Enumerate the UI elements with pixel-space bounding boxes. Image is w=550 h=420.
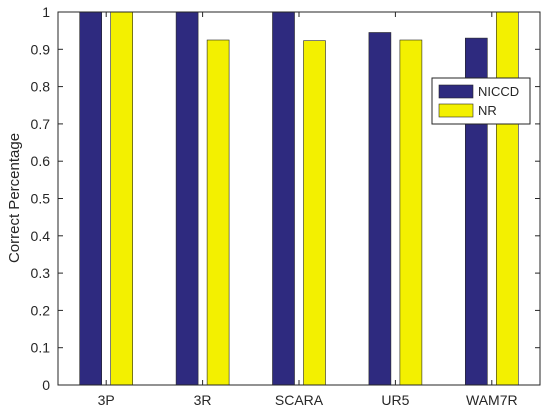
x-tick-label: 3R [194, 392, 212, 408]
legend: NICCD NR [431, 77, 531, 125]
y-tick-label: 0.2 [31, 302, 51, 318]
bar-nr-3p [110, 11, 133, 386]
y-axis-title: Correct Percentage [6, 133, 23, 263]
bar-niccd-3p [79, 11, 102, 386]
y-tick-label: 0.6 [31, 153, 51, 169]
y-tick-label: 0.7 [31, 116, 51, 132]
x-tick-label: WAM7R [466, 392, 518, 408]
y-tick-label: 0.4 [31, 228, 51, 244]
bar-niccd-3r [175, 11, 199, 386]
y-tick-label: 0.9 [31, 41, 51, 57]
bar-niccd-ur5 [368, 32, 392, 386]
x-tick-label: 3P [98, 392, 115, 408]
legend-swatch-niccd [438, 84, 474, 99]
plot-frame [57, 11, 541, 386]
bar-nr-ur5 [399, 39, 423, 386]
x-tick-label: UR5 [381, 392, 409, 408]
bar-nr-scara [303, 40, 326, 386]
x-tick-label: SCARA [275, 392, 324, 408]
legend-label-nr: NR [478, 103, 497, 118]
bar-niccd-scara [272, 11, 295, 386]
legend-label-niccd: NICCD [478, 84, 519, 99]
y-tick-label: 1 [42, 4, 50, 20]
y-tick-label: 0 [42, 377, 50, 393]
y-tick-label: 0.1 [31, 340, 51, 356]
y-tick-label: 0.3 [31, 265, 51, 281]
ticks-group: 3P 3R SCARA UR5 WAM7R 0 0.1 0.2 0.3 0.4 0.5 0.6 0.7 0… [31, 4, 540, 408]
y-tick-label: 0.8 [31, 79, 51, 95]
plot-area [58, 12, 540, 385]
legend-swatch-nr [438, 103, 474, 118]
bar-nr-3r [206, 39, 230, 386]
y-tick-label: 0.5 [31, 191, 51, 207]
bar-nr-wam7r [495, 11, 519, 386]
